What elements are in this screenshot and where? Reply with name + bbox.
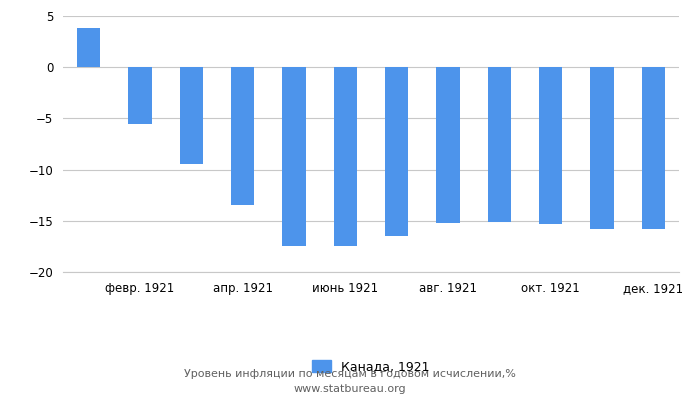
Bar [129,67,151,124]
Bar [488,67,511,222]
Bar [590,67,613,229]
Text: Уровень инфляции по месяцам в годовом исчислении,%: Уровень инфляции по месяцам в годовом ис… [184,369,516,379]
Bar [231,67,254,206]
Bar [437,67,459,223]
Bar [539,67,562,224]
Bar [334,67,357,246]
Bar [77,28,100,67]
Legend: Канада, 1921: Канада, 1921 [312,360,430,373]
Bar [642,67,665,229]
Bar [180,67,203,164]
Bar [282,67,305,246]
Text: www.statbureau.org: www.statbureau.org [294,384,406,394]
Bar [385,67,408,236]
